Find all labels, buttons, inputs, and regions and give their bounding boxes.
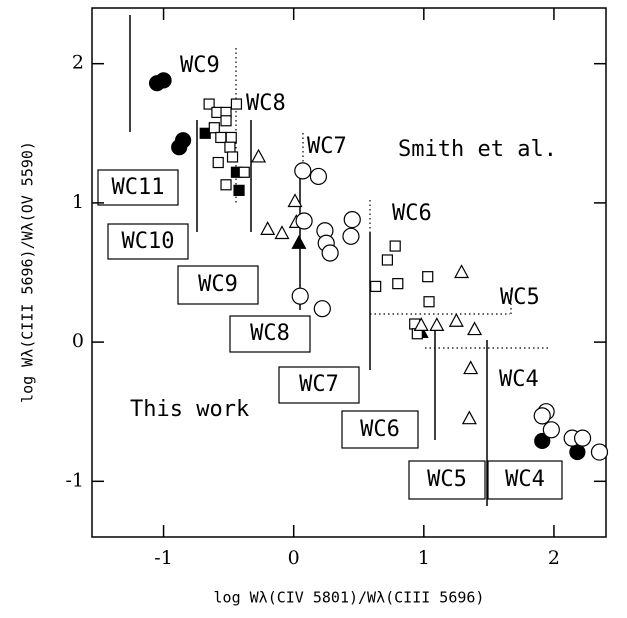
point xyxy=(389,240,401,252)
point xyxy=(422,271,434,283)
annotation: WC6 xyxy=(360,417,400,442)
point xyxy=(174,132,192,149)
point xyxy=(291,235,307,249)
point xyxy=(260,221,276,235)
point xyxy=(233,184,245,196)
annotation: WC4 xyxy=(505,467,545,492)
y-tick-label: -1 xyxy=(65,469,84,491)
annotation: WC6 xyxy=(392,201,432,226)
point xyxy=(294,162,312,180)
x-tick-label: 1 xyxy=(418,547,430,569)
x-axis-label: log Wλ(CIV 5801)/Wλ(CIII 5696) xyxy=(214,589,485,607)
annotation: WC7 xyxy=(307,134,347,159)
y-tick-label: 0 xyxy=(72,330,84,352)
annotation: WC10 xyxy=(122,229,175,254)
annotation: WC11 xyxy=(112,175,165,200)
point xyxy=(454,264,470,279)
point xyxy=(295,212,313,230)
annotation: WC8 xyxy=(250,321,290,346)
annotation: WC9 xyxy=(180,53,220,78)
annotation: WC9 xyxy=(198,272,238,297)
point xyxy=(155,72,172,89)
annotation: WC5 xyxy=(500,285,540,310)
point xyxy=(215,131,227,144)
point xyxy=(220,179,232,191)
point xyxy=(392,278,404,290)
point xyxy=(208,122,220,134)
point xyxy=(370,280,382,293)
annotations: WC9 WC8 WC7 Smith et al. WC6 WC5 WC4 Thi… xyxy=(112,53,557,492)
point xyxy=(463,360,479,375)
point xyxy=(291,287,309,305)
plot-frame xyxy=(91,7,607,538)
point xyxy=(461,410,477,425)
point xyxy=(467,321,483,336)
y-tick-label: 2 xyxy=(72,52,84,74)
point xyxy=(274,225,290,240)
point xyxy=(309,167,328,186)
annotation: WC4 xyxy=(499,367,539,392)
point xyxy=(381,254,393,266)
point xyxy=(413,317,429,331)
annotation: WC8 xyxy=(246,91,286,116)
point xyxy=(203,98,215,110)
point xyxy=(226,151,239,163)
point xyxy=(423,296,435,308)
point xyxy=(321,244,339,262)
point xyxy=(533,407,551,425)
point xyxy=(342,227,360,245)
point xyxy=(569,443,586,461)
point xyxy=(590,443,609,461)
x-tick-label: 0 xyxy=(288,547,300,569)
x-tick-label: -1 xyxy=(154,547,173,569)
x-tick-label: 2 xyxy=(548,547,560,569)
point xyxy=(429,317,445,331)
point xyxy=(534,432,551,450)
point xyxy=(224,141,236,153)
point xyxy=(220,115,232,127)
point xyxy=(573,429,592,447)
annotation: WC7 xyxy=(299,372,339,397)
y-tick-label: 1 xyxy=(72,191,84,213)
class-boundaries xyxy=(129,15,550,506)
y-axis-label: log Wλ(CIII 5696)/Wλ(OV 5590) xyxy=(19,141,37,403)
point xyxy=(448,312,464,327)
annotation: Smith et al. xyxy=(398,137,557,162)
point xyxy=(238,166,250,178)
point xyxy=(251,148,267,163)
annotation: This work xyxy=(130,397,249,422)
point xyxy=(230,98,243,110)
point xyxy=(212,156,224,169)
label-boxes xyxy=(97,169,563,500)
point xyxy=(225,131,237,144)
point xyxy=(199,127,211,139)
point xyxy=(287,193,303,208)
point xyxy=(313,300,331,318)
point xyxy=(211,106,223,119)
annotation: WC5 xyxy=(427,467,467,492)
point xyxy=(542,421,560,439)
point xyxy=(343,211,361,229)
